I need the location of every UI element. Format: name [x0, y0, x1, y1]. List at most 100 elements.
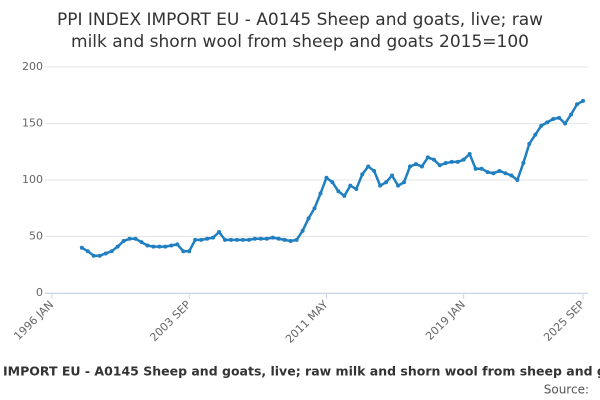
y-tick-label: 200: [22, 60, 43, 73]
point: [527, 141, 532, 146]
point: [425, 155, 430, 160]
point: [103, 251, 108, 256]
point: [145, 243, 150, 248]
point: [437, 163, 442, 168]
point: [223, 237, 228, 242]
point: [443, 161, 448, 166]
point: [491, 171, 496, 176]
point: [330, 180, 335, 185]
point: [360, 172, 365, 177]
point: [312, 206, 317, 211]
point: [175, 242, 180, 247]
point: [419, 164, 424, 169]
point: [449, 159, 454, 164]
point: [276, 236, 281, 241]
y-tick-label: 50: [29, 230, 43, 243]
point: [187, 249, 192, 254]
point: [509, 173, 514, 178]
point: [455, 159, 460, 164]
x-tick-label: 2011 MAY: [283, 298, 331, 346]
chart-title: milk and shorn wool from sheep and goats…: [71, 32, 529, 52]
point: [384, 180, 389, 185]
point: [270, 235, 275, 240]
point: [413, 162, 418, 167]
x-tick-label: 2025 SEP: [541, 298, 587, 344]
point: [342, 193, 347, 198]
point: [431, 157, 436, 162]
point: [228, 237, 233, 242]
point: [121, 239, 126, 244]
point: [545, 120, 550, 125]
x-tick-label: 1996 JAN: [11, 298, 56, 343]
point: [372, 168, 377, 173]
footer-title: IMPORT EU - A0145 Sheep and goats, live;…: [3, 364, 600, 379]
point: [581, 98, 585, 103]
point: [521, 161, 526, 166]
point: [217, 229, 222, 234]
point: [205, 236, 210, 241]
point: [109, 249, 114, 254]
point: [264, 236, 269, 241]
point: [503, 171, 508, 176]
point: [485, 170, 490, 175]
point: [79, 245, 84, 250]
point: [199, 237, 204, 242]
x-tick-label: 2019 JAN: [423, 298, 468, 343]
point: [378, 183, 383, 188]
point: [348, 183, 353, 188]
point: [539, 123, 544, 128]
point: [473, 166, 478, 171]
point: [193, 237, 198, 242]
point: [300, 228, 305, 233]
point: [569, 112, 574, 117]
point: [181, 249, 186, 254]
point: [557, 115, 562, 120]
point: [252, 236, 257, 241]
point: [169, 243, 174, 248]
point: [240, 237, 245, 242]
point: [515, 178, 520, 182]
point: [563, 121, 568, 126]
point: [151, 244, 156, 249]
x-tick-label: 2003 SEP: [147, 298, 193, 344]
point: [127, 236, 132, 241]
point: [366, 164, 371, 169]
point: [91, 253, 96, 258]
y-tick-label: 150: [22, 117, 43, 130]
chart-title: PPI INDEX IMPORT EU - A0145 Sheep and go…: [57, 10, 543, 30]
point: [115, 244, 120, 249]
point: [133, 236, 138, 241]
point: [97, 253, 102, 258]
series-line: [81, 99, 584, 257]
point: [407, 164, 412, 169]
point: [533, 132, 538, 137]
point: [354, 187, 359, 192]
point: [390, 173, 395, 178]
point: [282, 237, 287, 242]
point: [318, 191, 323, 196]
point: [246, 237, 251, 242]
y-tick-label: 0: [36, 286, 43, 299]
point: [258, 236, 263, 241]
point: [163, 244, 168, 249]
y-tick-label: 100: [22, 173, 43, 186]
point: [306, 216, 311, 221]
point: [324, 175, 329, 180]
source: Source:: [544, 383, 589, 397]
point: [461, 157, 466, 162]
point: [497, 168, 502, 173]
point: [551, 116, 556, 121]
point: [211, 235, 216, 240]
point: [294, 237, 299, 242]
point: [479, 166, 484, 171]
point: [288, 239, 293, 244]
point: [467, 152, 472, 157]
point: [396, 183, 401, 188]
point: [234, 237, 239, 242]
point: [402, 180, 407, 185]
point: [157, 244, 162, 249]
point: [575, 102, 580, 107]
point: [85, 249, 90, 254]
point: [139, 240, 144, 245]
